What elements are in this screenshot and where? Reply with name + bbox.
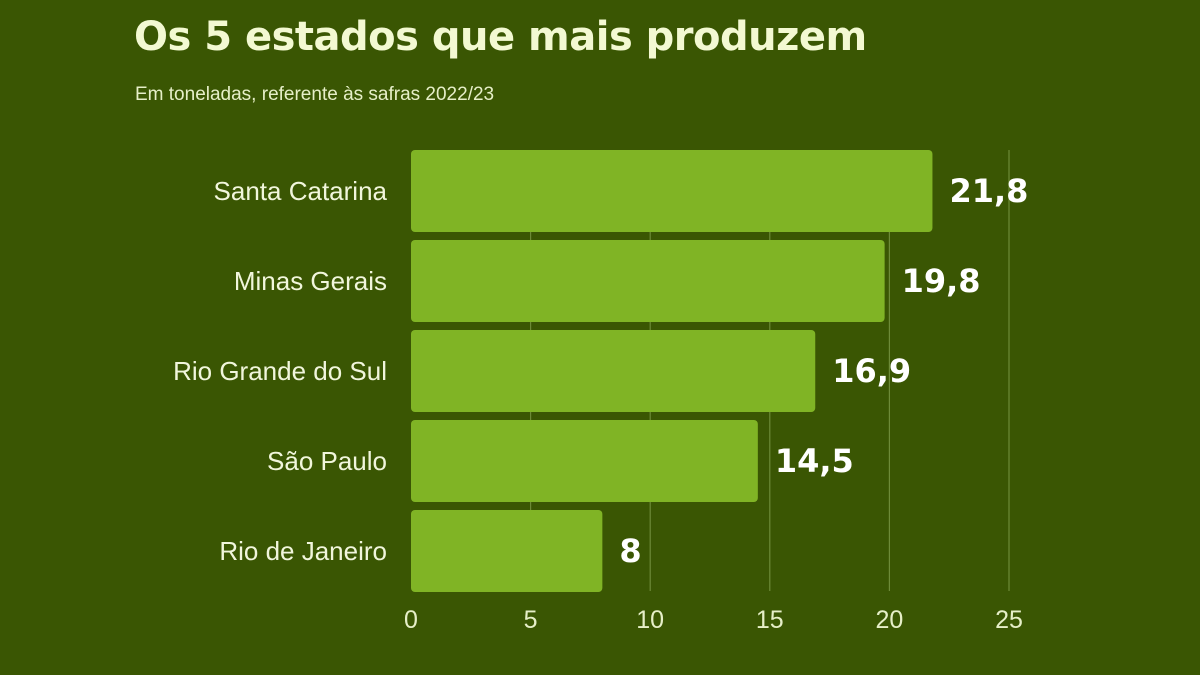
x-axis-ticks: 0 5 10 15 20 25 — [404, 606, 1023, 634]
data-label: 16,9 — [832, 352, 911, 390]
category-label: Rio de Janeiro — [219, 536, 387, 566]
data-label: 14,5 — [775, 442, 854, 480]
bars — [411, 150, 933, 592]
category-labels: Santa Catarina Minas Gerais Rio Grande do … — [173, 176, 387, 566]
x-tick-label: 20 — [875, 606, 903, 634]
data-label: 21,8 — [949, 172, 1028, 210]
data-label: 8 — [619, 532, 641, 570]
x-tick-label: 15 — [756, 606, 784, 634]
bar — [411, 330, 816, 412]
value-labels: 21,8 19,8 16,9 14,5 8 — [619, 172, 1028, 570]
chart-title: Os 5 estados que mais produzem — [134, 14, 867, 60]
x-tick-label: 0 — [404, 606, 418, 634]
chart-subtitle: Em toneladas, referente às safras 2022/2… — [135, 84, 495, 105]
data-label: 19,8 — [902, 262, 981, 300]
bar — [411, 150, 933, 232]
category-label: Santa Catarina — [214, 176, 388, 206]
x-tick-label: 5 — [524, 606, 538, 634]
category-label: São Paulo — [267, 446, 387, 476]
category-label: Rio Grande do Sul — [173, 356, 387, 386]
bar — [411, 240, 885, 322]
x-tick-label: 25 — [995, 606, 1023, 634]
bar — [411, 420, 758, 502]
category-label: Minas Gerais — [234, 266, 387, 296]
x-tick-label: 10 — [636, 606, 664, 634]
bar — [411, 510, 603, 592]
